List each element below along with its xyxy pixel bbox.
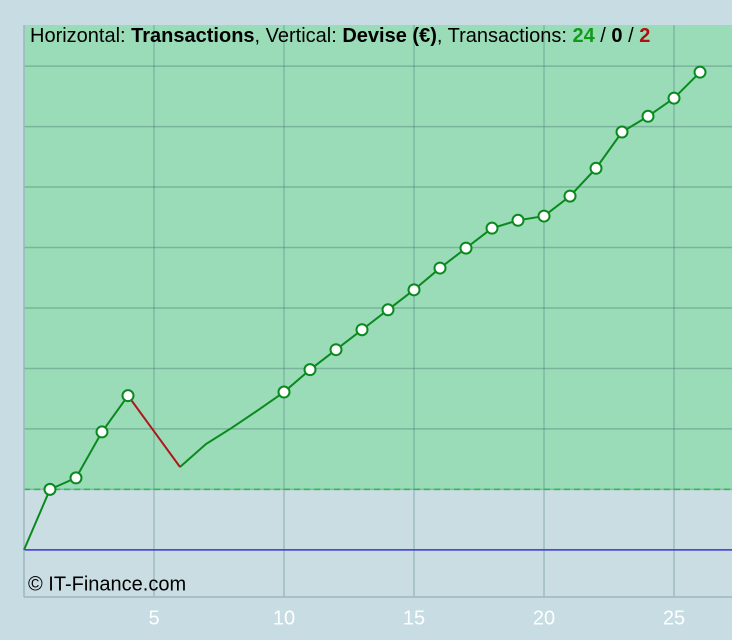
separator: / bbox=[595, 25, 612, 47]
data-point bbox=[69, 471, 83, 485]
chart-title: Horizontal: Transactions, Vertical: Devi… bbox=[30, 25, 650, 47]
data-point bbox=[485, 221, 499, 235]
data-point bbox=[407, 283, 421, 297]
title-text: Horizontal: bbox=[30, 25, 131, 47]
data-point bbox=[95, 425, 109, 439]
data-point bbox=[433, 261, 447, 275]
data-point bbox=[667, 91, 681, 105]
data-point bbox=[329, 343, 343, 357]
data-point bbox=[303, 363, 317, 377]
data-point bbox=[511, 213, 525, 227]
x-tick-label: 25 bbox=[663, 607, 685, 629]
data-point bbox=[589, 161, 603, 175]
loss-count: 2 bbox=[639, 25, 650, 47]
win-count: 24 bbox=[572, 25, 595, 47]
x-tick-label: 20 bbox=[533, 607, 555, 629]
data-point bbox=[43, 482, 57, 496]
x-axis-label: Transactions bbox=[131, 25, 254, 47]
title-text: , Vertical: bbox=[255, 25, 343, 47]
data-point bbox=[459, 241, 473, 255]
x-tick-label: 10 bbox=[273, 607, 295, 629]
data-point bbox=[277, 385, 291, 399]
data-point bbox=[563, 189, 577, 203]
separator: / bbox=[623, 25, 640, 47]
watermark: © IT-Finance.com bbox=[28, 573, 186, 595]
x-tick-label: 15 bbox=[403, 607, 425, 629]
title-text: , Transactions: bbox=[437, 25, 573, 47]
neutral-count: 0 bbox=[611, 25, 622, 47]
x-tick-label: 5 bbox=[148, 607, 159, 629]
data-point bbox=[615, 125, 629, 139]
positive-zone bbox=[24, 25, 732, 490]
y-axis-label: Devise (€) bbox=[342, 25, 437, 47]
data-point bbox=[641, 109, 655, 123]
data-point bbox=[355, 323, 369, 337]
data-point bbox=[693, 65, 707, 79]
data-point bbox=[381, 303, 395, 317]
data-line bbox=[127, 395, 181, 468]
data-point bbox=[121, 389, 135, 403]
data-point bbox=[537, 209, 551, 223]
